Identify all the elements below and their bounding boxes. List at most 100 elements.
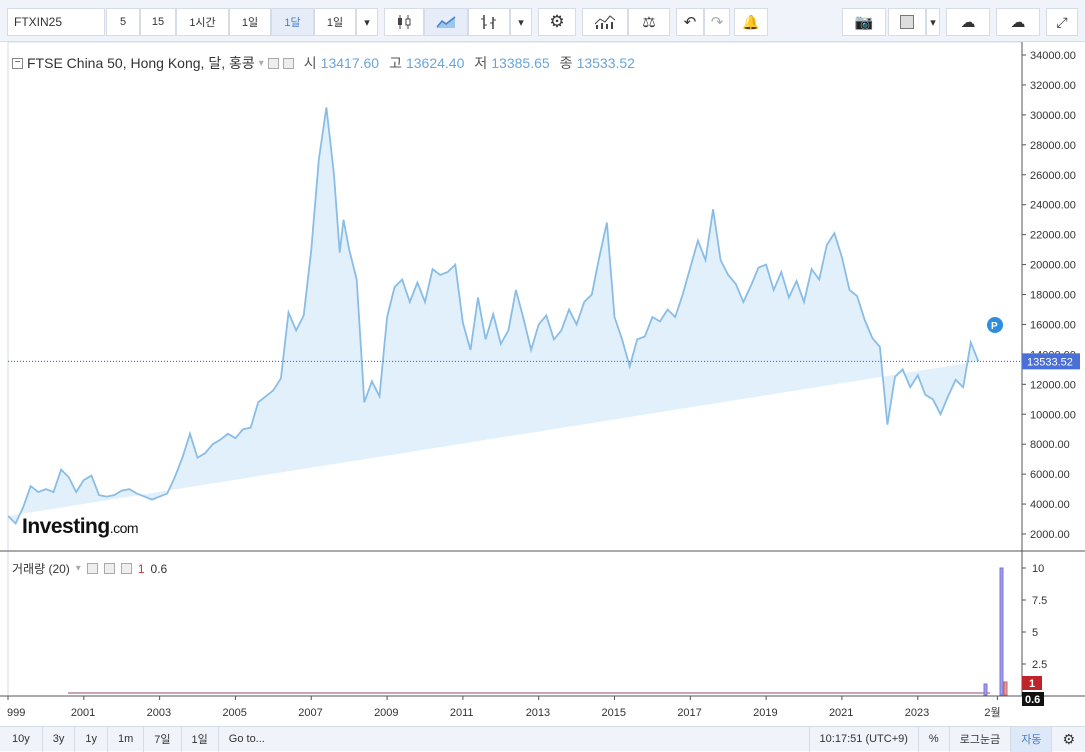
range-7d[interactable]: 7일 [144,726,182,752]
undo-button[interactable]: ↶ [676,8,704,36]
range-3y[interactable]: 3y [43,726,76,752]
fullscreen-button[interactable]: ⤢ [1046,8,1078,36]
close-icon[interactable] [120,563,132,574]
x-tick-label: 2005 [222,707,246,719]
y-tick-label: 22000.00 [1030,230,1076,242]
gear-icon[interactable] [282,57,294,69]
y-tick-label: 4000.00 [1030,499,1070,511]
y-tick-label: 18000.00 [1030,290,1076,302]
volume-bar-red [1003,681,1008,696]
interval-1hour[interactable]: 1시간 [176,8,229,36]
y-tick-label: 26000.00 [1030,170,1076,182]
collapse-icon[interactable]: − [12,57,23,69]
x-tick-label: 2001 [71,707,95,719]
gear-icon: ⚙ [549,12,565,31]
compare-button[interactable]: ⚖ [628,8,670,36]
volume-legend: 거래량 (20) ▾ 1 0.6 [12,560,167,577]
vol-badge-1-bg [1022,676,1042,690]
y-tick-label: 34000.00 [1030,50,1076,62]
candle-chart-button[interactable] [384,8,424,36]
x-tick-label: 2011 [450,707,474,719]
undo-icon: ↶ [683,14,697,31]
interval-1day-alt[interactable]: 1일 [314,8,356,36]
y-tick-label: 8000.00 [1030,439,1070,451]
redo-button[interactable]: ↷ [704,8,730,36]
range-1y[interactable]: 1y [75,726,108,752]
close-value: 13533.52 [576,55,635,71]
volume-label: 거래량 (20) [12,562,70,576]
chart-type-dropdown[interactable]: ▾ [510,8,532,36]
y-tick-label: 12000.00 [1030,379,1076,391]
price-chart[interactable]: P 2000.004000.006000.008000.0010000.0012… [0,42,1085,728]
x-tick-label: 2013 [526,707,550,719]
log-scale-toggle[interactable]: 로그눈금 [950,726,1012,752]
area-chart-button[interactable] [424,8,468,36]
range-1m[interactable]: 1m [108,726,145,752]
range-1d[interactable]: 1일 [182,726,219,752]
vol-badge-1: 1 [1029,678,1035,690]
chevron-down-icon: ▾ [364,16,370,29]
volume-value-1: 1 [137,561,145,576]
p-marker-label: P [991,321,998,332]
cloud-save-button[interactable]: ☁ [996,8,1040,36]
goto-button[interactable]: Go to... [228,733,265,745]
price-area: P [7,107,1022,526]
y-tick-label: 2000.00 [1030,529,1070,541]
bar-chart-button[interactable] [468,8,510,36]
close-label: 종 [559,55,573,71]
range-10y[interactable]: 10y [0,726,43,752]
redo-icon: ↷ [710,14,724,31]
bell-plus-icon: 🔔 [742,13,760,30]
snapshot-button[interactable]: 📷 [842,8,886,36]
vol-tick-label: 7.5 [1032,595,1047,607]
settings-button[interactable]: ⚙ [538,8,576,36]
y-tick-label: 20000.00 [1030,260,1076,272]
time-axis: 999 2001 2003 2005 2007 2009 2011 2013 2015 2017 2… [7,696,1001,719]
cloud-load-button[interactable]: ☁ [946,8,990,36]
eye-icon[interactable] [267,57,279,69]
vol-tick-label: 5 [1032,627,1038,639]
interval-1day[interactable]: 1일 [229,8,271,36]
price-axis: 2000.00 4000.00 6000.00 8000.00 10000.00 1200… [1022,50,1080,541]
eye-icon[interactable] [86,563,98,574]
volume-bar [983,683,988,696]
bottom-settings-button[interactable]: ⚙ [1052,727,1085,752]
high-label: 고 [389,55,402,71]
high-value: 13624.40 [405,55,465,71]
gear-icon: ⚙ [1062,730,1075,747]
vol-badge-2-bg [1022,692,1044,706]
x-tick-label: 2009 [374,707,398,719]
x-tick-label: 2015 [602,707,626,719]
bottom-bar: 10y 3y 1y 1m 7일 1일 Go to... 10:17:51 (UT… [0,726,1085,752]
candlestick-icon [398,15,411,29]
percent-toggle[interactable]: % [919,726,950,752]
p-marker-icon [987,317,1003,333]
x-tick-label: 2019 [753,707,777,719]
interval-dropdown[interactable]: ▾ [356,8,378,36]
scales-icon: ⚖ [642,14,656,31]
auto-scale-toggle[interactable]: 자동 [1011,726,1053,752]
volume-panel: 10 7.5 5 2.5 1 0.6 [68,563,1047,706]
y-tick-label: 24000.00 [1030,200,1076,212]
symbol-input[interactable]: FTXIN25 [7,8,105,36]
x-tick-label: 999 [7,707,25,719]
y-tick-label: 6000.00 [1030,469,1070,481]
price-line [7,107,980,526]
open-label: 시 [303,55,317,71]
vol-tick-label: 2.5 [1032,659,1047,671]
chevron-down-icon[interactable]: ▾ [258,57,264,69]
chevron-down-icon: ▾ [518,16,524,29]
color-dropdown[interactable]: ▾ [926,8,940,36]
interval-5[interactable]: 5 [106,8,140,36]
interval-1month[interactable]: 1달 [271,8,314,36]
color-button[interactable] [888,8,926,36]
interval-15[interactable]: 15 [140,8,176,36]
x-tick-label: 2021 [829,707,853,719]
indicators-button[interactable] [582,8,628,36]
gear-icon[interactable] [103,563,115,574]
area-chart-icon [436,16,456,28]
chevron-down-icon[interactable]: ▾ [75,563,81,574]
y-tick-label: 10000.00 [1030,409,1076,421]
alert-button[interactable]: 🔔 [734,8,768,36]
cloud-download-icon: ☁ [960,14,976,31]
